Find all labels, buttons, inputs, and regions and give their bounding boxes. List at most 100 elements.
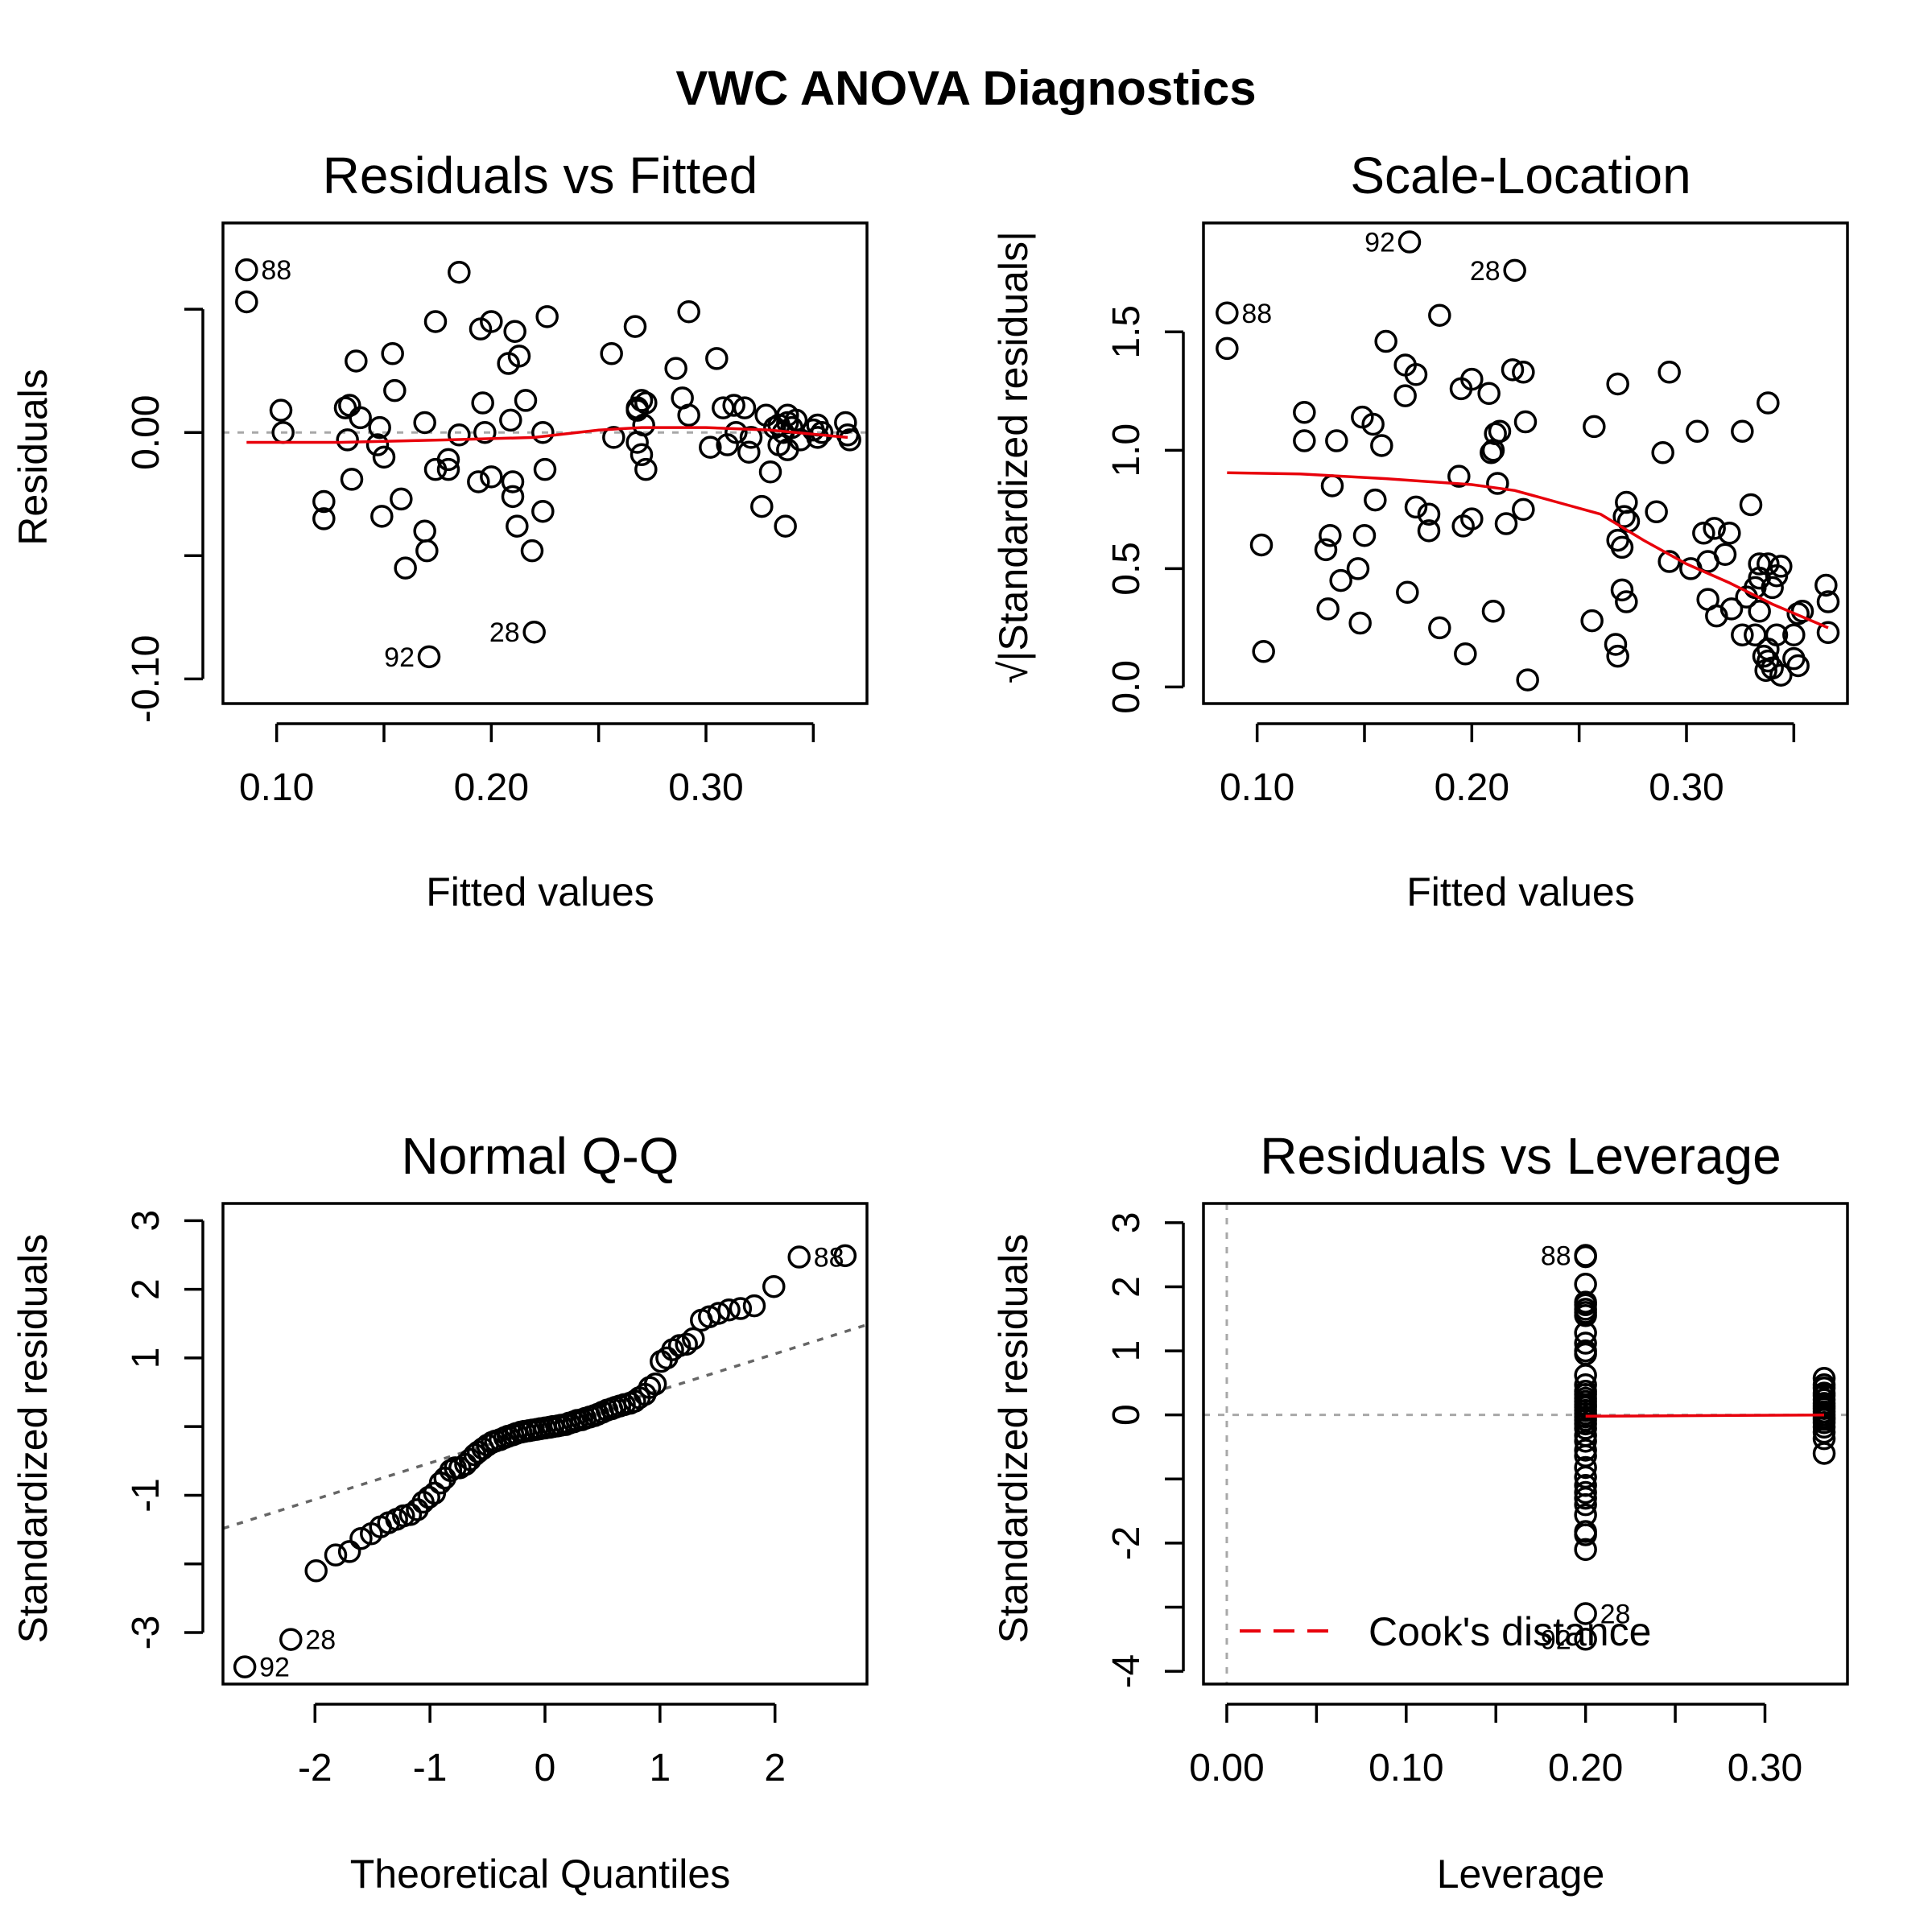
data-point (1397, 230, 1422, 254)
data-point (1460, 507, 1484, 530)
data-point (682, 1327, 705, 1351)
point-label: 88 (261, 255, 291, 286)
data-point (503, 320, 526, 343)
y-axis-label: √|Standardized residuals| (991, 231, 1036, 683)
x-axis-label: Leverage (1437, 1852, 1605, 1897)
y-tick-label: 2 (1105, 1276, 1148, 1298)
x-tick-label: -1 (413, 1747, 448, 1790)
data-point (1651, 441, 1674, 464)
y-axis-label: Standardized residuals (10, 1234, 56, 1644)
y-tick-label: 0.00 (125, 395, 167, 470)
smoother-line (1227, 471, 1829, 630)
data-point (677, 299, 700, 324)
data-point (1447, 464, 1471, 488)
data-point (1757, 391, 1780, 415)
data-point (1612, 505, 1636, 528)
panel-title: Residuals vs Fitted (323, 147, 758, 204)
data-point (312, 507, 336, 530)
data-point (499, 408, 522, 432)
data-point (436, 457, 460, 481)
data-point (413, 411, 436, 435)
x-axis-label: Fitted values (1406, 869, 1634, 914)
data-point (520, 539, 544, 563)
data-point (417, 1485, 440, 1509)
y-tick-label: 1 (125, 1348, 167, 1369)
data-point (413, 519, 436, 543)
data-point (634, 391, 658, 415)
data-point (632, 413, 655, 437)
data-point (758, 460, 782, 484)
data-point (372, 445, 396, 469)
y-tick-label: 0.5 (1105, 542, 1148, 596)
data-point (417, 645, 441, 669)
point-label: 28 (1470, 256, 1501, 287)
x-tick-label: -2 (298, 1747, 332, 1790)
data-point (1404, 362, 1428, 386)
data-point (1739, 493, 1763, 517)
data-point (838, 428, 861, 452)
data-point (1604, 633, 1628, 656)
data-point (1786, 654, 1810, 678)
legend-label: Cook's distance (1368, 1609, 1651, 1654)
data-point (600, 342, 623, 365)
y-tick-label: 3 (125, 1210, 167, 1232)
data-point (448, 260, 471, 284)
y-tick-label: -0.10 (125, 635, 167, 723)
data-point (1814, 573, 1838, 597)
data-point (739, 426, 763, 449)
data-point (1574, 1480, 1597, 1505)
data-point (1574, 1486, 1597, 1510)
data-point (1574, 1523, 1597, 1546)
data-point (1769, 663, 1793, 687)
data-point (1574, 1304, 1597, 1327)
data-point (630, 443, 654, 467)
x-tick-label: 2 (764, 1747, 786, 1790)
data-point (1329, 568, 1352, 592)
data-point (423, 310, 448, 333)
data-point (1765, 623, 1789, 646)
y-axis-label: Standardized residuals (991, 1234, 1036, 1644)
data-point (1503, 258, 1526, 283)
plot-frame (221, 221, 869, 705)
data-point (235, 258, 258, 282)
data-point (531, 420, 555, 444)
data-point (1615, 490, 1638, 514)
qq-reference-line (223, 1323, 867, 1530)
data-point (473, 420, 497, 444)
y-tick-label: -3 (125, 1616, 167, 1650)
data-point (1512, 361, 1535, 384)
data-point (1325, 429, 1348, 452)
data-point (501, 470, 525, 493)
data-point (1320, 474, 1344, 497)
data-point (394, 556, 417, 580)
point-label: 88 (1541, 1241, 1571, 1271)
data-point (729, 1297, 753, 1320)
data-point (1731, 623, 1754, 646)
x-tick-label: 1 (650, 1747, 671, 1790)
data-point (506, 514, 529, 538)
data-point (1606, 372, 1629, 396)
data-point (1319, 523, 1342, 547)
data-point (677, 403, 700, 427)
data-point (1812, 1442, 1836, 1465)
data-point (1615, 590, 1638, 613)
data-point (340, 468, 364, 491)
panel-residuals-vs-fitted: Residuals vs Fitted Fitted values Residu… (10, 147, 869, 914)
data-point (1352, 523, 1377, 547)
data-point (742, 1294, 766, 1318)
data-point (1574, 1430, 1597, 1453)
data-point (1374, 329, 1397, 353)
data-point (1361, 412, 1385, 436)
data-point (1748, 552, 1771, 576)
data-point (1370, 434, 1393, 457)
data-point (737, 440, 761, 464)
data-point (1657, 361, 1681, 384)
data-point (1574, 1245, 1597, 1269)
data-point (602, 426, 625, 449)
point-label: 92 (259, 1653, 290, 1683)
data-point (724, 420, 748, 444)
data-point (1769, 555, 1793, 578)
x-tick-label: 0.20 (1548, 1747, 1623, 1790)
data-point (304, 1559, 328, 1583)
y-tick-label: -1 (125, 1478, 167, 1513)
